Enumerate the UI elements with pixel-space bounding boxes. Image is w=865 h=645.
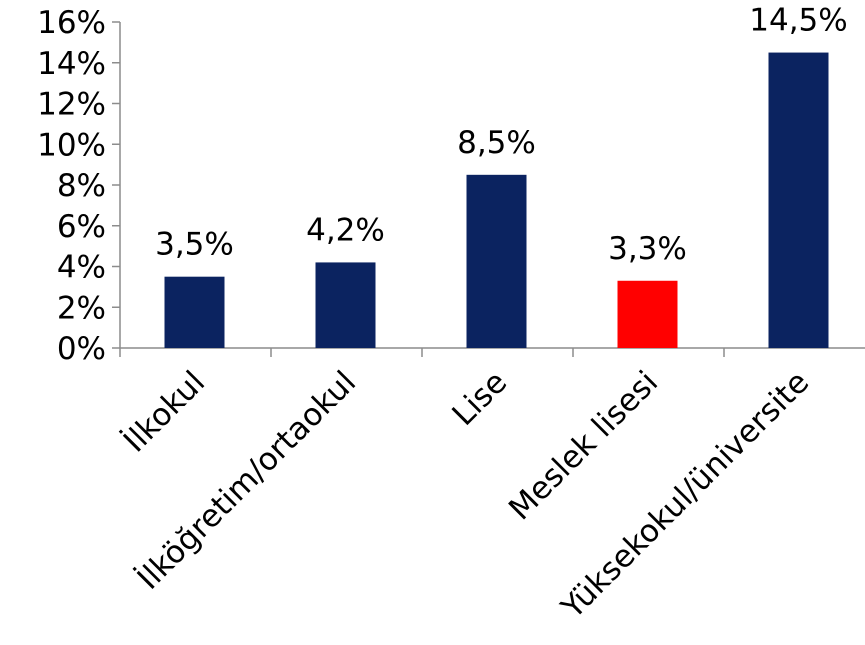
data-label-2: 4,2% (306, 212, 385, 248)
y-tick-label: 6% (57, 209, 106, 245)
bar-3 (466, 174, 527, 348)
data-label-3: 8,5% (457, 125, 536, 161)
bar-5 (768, 52, 829, 348)
category-label-1: İlkokul (117, 364, 212, 459)
y-axis: 0% 2% 4% 6% 8% 10% 12% 14% 16% (37, 5, 121, 367)
category-label-4: Meslek lisesi (502, 364, 665, 527)
y-tick-label: 4% (57, 250, 106, 286)
data-label-1: 3,5% (155, 227, 234, 263)
data-label-5: 14,5% (749, 3, 847, 39)
bar-4 (617, 280, 678, 348)
bars (164, 52, 829, 348)
y-tick-label: 12% (37, 87, 106, 123)
y-tick-label: 14% (37, 46, 106, 82)
bar-2 (315, 262, 376, 348)
y-tick-label: 8% (57, 168, 106, 204)
category-label-5: Yüksekokul/üniversite (554, 364, 816, 626)
y-tick-label: 10% (37, 127, 106, 163)
x-axis (119, 347, 865, 357)
category-label-3: Lise (445, 364, 514, 433)
y-tick-label: 0% (57, 331, 106, 367)
y-tick-label: 16% (37, 5, 106, 41)
bar-1 (164, 276, 225, 348)
data-labels: 3,5% 4,2% 8,5% 3,3% 14,5% (155, 3, 848, 267)
data-label-4: 3,3% (608, 231, 687, 267)
y-tick-label: 2% (57, 290, 106, 326)
